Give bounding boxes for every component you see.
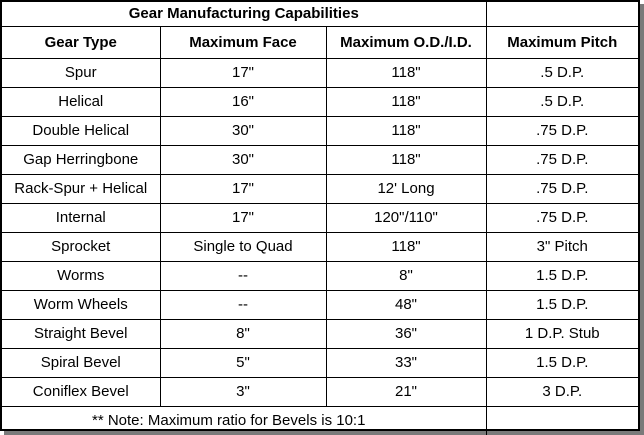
maximum-face-cell: 30" [159, 116, 327, 146]
title-row-empty-cell [485, 2, 639, 27]
maximum-face-cell: 17" [159, 203, 327, 233]
table-title: Gear Manufacturing Capabilities [2, 2, 487, 27]
maximum-face-cell: 17" [159, 174, 327, 204]
header-maximum-od-id: Maximum O.D./I.D. [325, 26, 487, 59]
table-row: Sprocket Single to Quad 118" 3" Pitch [2, 232, 639, 262]
gear-type-cell: Double Helical [2, 116, 161, 146]
maximum-od-id-cell: 118" [325, 232, 487, 262]
maximum-od-id-cell: 12' Long [325, 174, 487, 204]
maximum-pitch-cell: .75 D.P. [485, 174, 639, 204]
maximum-pitch-cell: .75 D.P. [485, 116, 639, 146]
maximum-od-id-cell: 33" [325, 348, 487, 378]
gear-type-cell: Helical [2, 87, 161, 117]
gear-type-cell: Sprocket [2, 232, 161, 262]
maximum-pitch-cell: 1 D.P. Stub [485, 319, 639, 349]
table-row: Rack-Spur + Helical 17" 12' Long .75 D.P. [2, 174, 639, 204]
table-row: Helical 16" 118" .5 D.P. [2, 87, 639, 117]
maximum-od-id-cell: 8" [325, 261, 487, 291]
maximum-pitch-cell: 3 D.P. [485, 377, 639, 407]
maximum-od-id-cell: 118" [325, 116, 487, 146]
maximum-pitch-cell: 1.5 D.P. [485, 348, 639, 378]
maximum-od-id-cell: 120"/110" [325, 203, 487, 233]
maximum-pitch-cell: 1.5 D.P. [485, 290, 639, 320]
maximum-pitch-cell: .5 D.P. [485, 58, 639, 88]
maximum-face-cell: 17" [159, 58, 327, 88]
note-row-empty-cell [485, 406, 639, 435]
gear-type-cell: Internal [2, 203, 161, 233]
gear-type-cell: Straight Bevel [2, 319, 161, 349]
table-row: Coniflex Bevel 3" 21" 3 D.P. [2, 377, 639, 407]
gear-type-cell: Gap Herringbone [2, 145, 161, 175]
maximum-od-id-cell: 48" [325, 290, 487, 320]
gear-type-cell: Rack-Spur + Helical [2, 174, 161, 204]
gear-type-cell: Coniflex Bevel [2, 377, 161, 407]
maximum-pitch-cell: 3" Pitch [485, 232, 639, 262]
header-gear-type: Gear Type [2, 26, 161, 59]
maximum-face-cell: 30" [159, 145, 327, 175]
maximum-pitch-cell: .75 D.P. [485, 145, 639, 175]
maximum-face-cell: Single to Quad [159, 232, 327, 262]
maximum-pitch-cell: .75 D.P. [485, 203, 639, 233]
maximum-pitch-cell: 1.5 D.P. [485, 261, 639, 291]
table-row: Worm Wheels -- 48" 1.5 D.P. [2, 290, 639, 320]
maximum-od-id-cell: 118" [325, 87, 487, 117]
maximum-face-cell: 16" [159, 87, 327, 117]
maximum-od-id-cell: 118" [325, 58, 487, 88]
maximum-face-cell: 8" [159, 319, 327, 349]
table-row: Straight Bevel 8" 36" 1 D.P. Stub [2, 319, 639, 349]
maximum-face-cell: 5" [159, 348, 327, 378]
gear-type-cell: Worm Wheels [2, 290, 161, 320]
header-row: Gear Type Maximum Face Maximum O.D./I.D.… [2, 26, 639, 59]
gear-type-cell: Spur [2, 58, 161, 88]
maximum-od-id-cell: 118" [325, 145, 487, 175]
table-row: Internal 17" 120"/110" .75 D.P. [2, 203, 639, 233]
maximum-face-cell: -- [159, 261, 327, 291]
maximum-pitch-cell: .5 D.P. [485, 87, 639, 117]
header-maximum-pitch: Maximum Pitch [485, 26, 639, 59]
gear-type-cell: Worms [2, 261, 161, 291]
header-maximum-face: Maximum Face [159, 26, 327, 59]
table-row: Worms -- 8" 1.5 D.P. [2, 261, 639, 291]
maximum-od-id-cell: 36" [325, 319, 487, 349]
table-row: Gap Herringbone 30" 118" .75 D.P. [2, 145, 639, 175]
table-row: Double Helical 30" 118" .75 D.P. [2, 116, 639, 146]
table-row: Spur 17" 118" .5 D.P. [2, 58, 639, 88]
maximum-face-cell: -- [159, 290, 327, 320]
table-row: Spiral Bevel 5" 33" 1.5 D.P. [2, 348, 639, 378]
maximum-od-id-cell: 21" [325, 377, 487, 407]
title-row: Gear Manufacturing Capabilities [2, 2, 639, 27]
note-row: ** Note: Maximum ratio for Bevels is 10:… [2, 406, 639, 435]
table-note: ** Note: Maximum ratio for Bevels is 10:… [2, 406, 487, 435]
gear-type-cell: Spiral Bevel [2, 348, 161, 378]
maximum-face-cell: 3" [159, 377, 327, 407]
